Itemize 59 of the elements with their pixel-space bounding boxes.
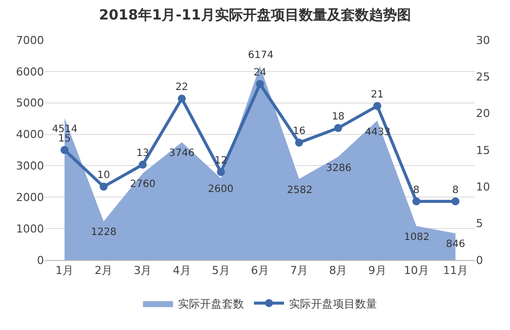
y2-tick-label: 20 [476,107,490,120]
data-label: 13 [136,148,150,160]
x-tick-label: 6月 [251,264,269,278]
x-tick-label: 9月 [368,264,386,278]
y-tick-label: 4000 [16,128,44,142]
point [138,160,147,169]
data-label: 18 [332,112,345,122]
point [216,168,225,176]
data-label: 3746 [169,148,194,159]
y-tick-label: 0 [37,254,44,267]
data-label: 846 [446,239,466,250]
x-tick-label: 11月 [442,264,468,278]
x-tick-label: 8月 [329,264,348,278]
x-tick-label: 4月 [172,264,191,278]
data-label: 8 [452,184,459,196]
y-tick-label: 3000 [16,160,44,173]
point [100,182,108,191]
data-label: 4433 [365,127,390,138]
point [451,197,460,206]
data-label: 22 [175,82,188,94]
y-tick-label: 7000 [16,34,44,47]
data-label: 24 [254,68,266,78]
point [373,102,382,110]
data-label: 21 [370,90,384,100]
data-label: 2600 [208,184,234,195]
x-tick-label: 3月 [134,264,152,278]
point [295,138,304,147]
legend-label: 实际开盘项目数量 [289,297,377,310]
x-tick-label: 10月 [404,264,429,278]
data-label: 1228 [91,227,116,238]
data-label: 10 [97,170,110,182]
data-label: 16 [292,126,306,138]
x-tick-label: 7月 [290,264,308,278]
point [60,146,69,154]
data-label: 2582 [287,185,312,196]
y2-tick-label: 15 [476,144,490,157]
point [412,197,420,206]
y2-tick-label: 5 [476,217,483,230]
data-label: 3286 [326,163,352,174]
y2-tick-label: 10 [476,180,490,194]
x-tick-label: 2月 [94,264,113,278]
data-label: 6174 [248,50,274,61]
point [334,124,342,132]
chart-title: 2018年1月-11月实际开盘项目数量及套数趋势图 [99,6,411,24]
y2-tick-label: 25 [476,70,490,84]
legend-label: 实际开盘套数 [178,297,244,310]
data-label: 15 [58,134,71,144]
y-tick-label: 6000 [16,65,44,78]
data-label: 1082 [404,232,430,243]
y2-tick-label: 0 [476,254,483,267]
data-label: 8 [413,184,420,196]
y-tick-label: 5000 [16,96,44,110]
x-tick-label: 5月 [212,264,230,278]
x-tick-label: 1月 [56,264,74,278]
y-tick-label: 1000 [16,222,44,236]
y2-tick-label: 30 [476,34,490,47]
y-tick-label: 2000 [16,190,44,204]
point [178,94,186,103]
point [256,80,264,88]
